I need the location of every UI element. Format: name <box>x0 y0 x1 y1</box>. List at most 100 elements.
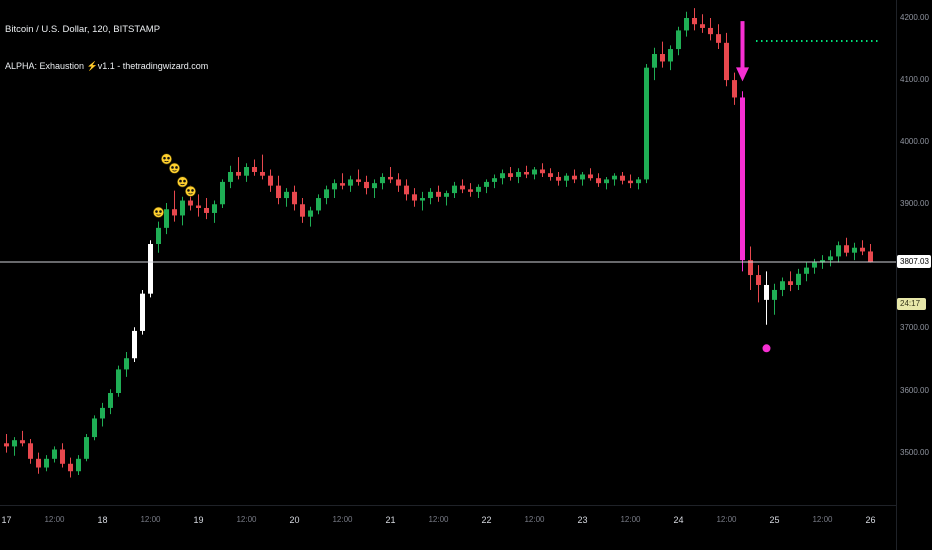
candle-body <box>476 186 481 192</box>
sell-signal-arrow-icon <box>736 21 749 82</box>
time-axis-day-label: 19 <box>193 515 204 525</box>
candle-body <box>804 267 809 274</box>
candle-body <box>60 449 65 464</box>
candle-body <box>468 189 473 192</box>
candle-body <box>196 205 201 208</box>
candle-body <box>748 260 753 276</box>
candle-body <box>124 358 129 370</box>
candle-body <box>548 173 553 177</box>
time-axis-time-label: 12:00 <box>716 515 737 524</box>
candle-body <box>860 247 865 252</box>
candle-body <box>36 458 41 468</box>
chart-pane[interactable]: Bitcoin / U.S. Dollar, 120, BITSTAMP ALP… <box>0 0 897 506</box>
symbol-title[interactable]: Bitcoin / U.S. Dollar, 120, BITSTAMP <box>5 24 161 35</box>
candle-body <box>356 179 361 182</box>
candle-body <box>268 175 273 186</box>
time-axis-day-label: 22 <box>481 515 492 525</box>
candle-body <box>420 198 425 201</box>
candle-body <box>100 407 105 419</box>
candle-body <box>12 440 17 447</box>
time-axis-day-label: 24 <box>673 515 684 525</box>
candle-body <box>276 185 281 199</box>
candle-body <box>492 178 497 182</box>
candle-body <box>140 293 145 331</box>
time-axis-day-label: 20 <box>289 515 300 525</box>
indicator-title[interactable]: ALPHA: Exhaustion ⚡v1.1 - thetradingwiza… <box>5 61 209 71</box>
candle-body <box>260 171 265 176</box>
candle-body <box>740 97 745 261</box>
candle-body <box>252 167 257 172</box>
candle-body <box>724 42 729 81</box>
candle-body <box>412 194 417 201</box>
time-axis-time-label: 12:00 <box>44 515 65 524</box>
candle-body <box>636 179 641 184</box>
candle-body <box>836 245 841 257</box>
time-axis-day-label: 25 <box>769 515 780 525</box>
time-axis-day-label: 23 <box>577 515 588 525</box>
time-axis-time-label: 12:00 <box>332 515 353 524</box>
price-axis-label: 3900.00 <box>900 199 929 209</box>
candle-body <box>732 80 737 98</box>
candle-body <box>716 34 721 43</box>
candle-body <box>308 210 313 217</box>
candle-body <box>612 175 617 180</box>
eyes-marker-icon <box>169 162 181 174</box>
time-axis-time-label: 12:00 <box>428 515 449 524</box>
candle-body <box>668 49 673 62</box>
candle-body <box>68 463 73 472</box>
candle-body <box>596 178 601 184</box>
candle-body <box>156 227 161 244</box>
time-axis-time-label: 12:00 <box>524 515 545 524</box>
candle-body <box>444 193 449 197</box>
candle-body <box>812 262 817 268</box>
candle-body <box>852 247 857 253</box>
candle-body <box>172 209 177 216</box>
candle-body <box>500 173 505 179</box>
candle-body <box>484 181 489 187</box>
price-axis[interactable]: 4200.004100.004000.003900.003800.003700.… <box>896 0 932 506</box>
candle-body <box>76 458 81 472</box>
price-axis-label: 3500.00 <box>900 447 929 457</box>
candle-body <box>580 174 585 180</box>
time-axis-time-label: 12:00 <box>236 515 257 524</box>
candle-body <box>796 273 801 285</box>
candle-body <box>428 191 433 199</box>
candle-body <box>292 191 297 205</box>
price-axis-label: 3600.00 <box>900 385 929 395</box>
candle-body <box>644 67 649 180</box>
candle-body <box>684 18 689 31</box>
price-axis-label: 3700.00 <box>900 323 929 333</box>
candle-body <box>324 189 329 199</box>
candle-body <box>460 185 465 190</box>
price-axis-label: 4000.00 <box>900 137 929 147</box>
candle-body <box>708 27 713 35</box>
candle-body <box>788 281 793 285</box>
eyes-marker-icon <box>185 185 197 197</box>
candle-body <box>20 440 25 444</box>
candle-body <box>244 167 249 176</box>
time-axis[interactable]: 17 12:00 18 12:00 19 12:00 20 12:00 21 12:00 22 12:… <box>0 505 897 550</box>
candle-body <box>524 171 529 175</box>
candle-body <box>332 183 337 190</box>
candle-body <box>236 171 241 176</box>
candle-body <box>148 243 153 294</box>
candle-body <box>44 458 49 468</box>
candle-body <box>844 245 849 253</box>
candle-body <box>404 185 409 195</box>
time-axis-time-label: 12:00 <box>140 515 161 524</box>
candle-body <box>516 171 521 177</box>
candle-body <box>52 449 57 459</box>
current-price-badge: 3807.03 <box>897 254 931 268</box>
candle-body <box>396 179 401 186</box>
candle-body <box>868 251 873 263</box>
candlestick-chart[interactable] <box>0 0 897 506</box>
candle-body <box>380 176 385 184</box>
eyes-marker-icon <box>161 153 173 165</box>
candle-body <box>692 18 697 25</box>
time-axis-day-label: 18 <box>97 515 108 525</box>
candle-body <box>188 200 193 206</box>
price-axis-label: 4200.00 <box>900 13 929 22</box>
bar-countdown-badge: 24:17 <box>897 297 926 310</box>
candle-body <box>556 176 561 181</box>
